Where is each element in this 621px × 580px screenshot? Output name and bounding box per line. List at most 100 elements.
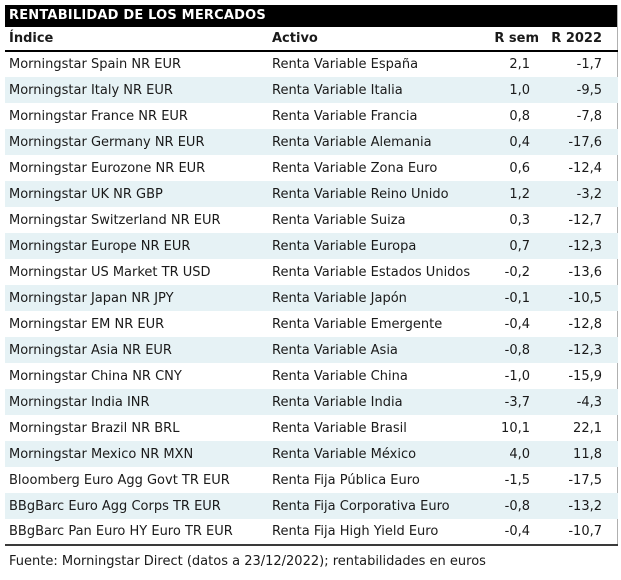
activo-cell: Renta Variable Europa	[272, 238, 417, 254]
table-row: Morningstar India INR Renta Variable Indi…	[5, 389, 618, 415]
r-2022-cell: -4,3	[576, 394, 602, 410]
r-sem-cell: -0,8	[504, 342, 530, 358]
r-2022-cell: 22,1	[573, 420, 602, 436]
activo-cell: Renta Variable Estados Unidos	[272, 264, 471, 280]
r-2022-cell: -10,5	[568, 290, 602, 306]
table-row: Morningstar Eurozone NR EUR Renta Variabl…	[5, 155, 618, 181]
table-row: BBgBarc Pan Euro HY Euro TR EUR Renta Fij…	[5, 519, 618, 545]
activo-cell: Renta Variable Italia	[272, 82, 403, 98]
indice-cell: Morningstar Germany NR EUR	[9, 134, 205, 150]
r-2022-cell: -10,7	[568, 524, 602, 539]
r-sem-cell: 1,2	[509, 186, 530, 202]
indice-cell: Morningstar Europe NR EUR	[9, 238, 191, 254]
activo-cell: Renta Variable Brasil	[272, 420, 407, 436]
activo-cell: Renta Variable India	[272, 394, 403, 410]
table-row: Morningstar Asia NR EUR Renta Variable As…	[5, 337, 618, 363]
table-row: Morningstar China NR CNY Renta Variable C…	[5, 363, 618, 389]
r-sem-cell: 0,6	[509, 160, 530, 176]
r-sem-cell: -0,1	[504, 290, 530, 306]
r-sem-cell: -1,0	[504, 368, 530, 384]
table-row: Morningstar Japan NR JPY Renta Variable J…	[5, 285, 618, 311]
r-2022-cell: -12,7	[568, 212, 602, 228]
indice-cell: Morningstar Brazil NR BRL	[9, 420, 180, 436]
table-row: Morningstar Brazil NR BRL Renta Variable …	[5, 415, 618, 441]
r-sem-cell: -3,7	[504, 394, 530, 410]
r-sem-cell: -0,4	[504, 524, 530, 539]
indice-cell: Morningstar China NR CNY	[9, 368, 182, 384]
header-row: Índice Activo R sem R 2022	[5, 27, 618, 52]
markets-returns-figure: RENTABILIDAD DE LOS MERCADOS Índice Acti…	[5, 5, 618, 569]
activo-cell: Renta Variable Alemania	[272, 134, 432, 150]
r-2022-cell: -7,8	[576, 108, 602, 124]
activo-cell: Renta Variable China	[272, 368, 408, 384]
source-note: Fuente: Morningstar Direct (datos a 23/1…	[9, 554, 486, 569]
indice-cell: BBgBarc Euro Agg Corps TR EUR	[9, 498, 221, 514]
indice-cell: Morningstar Spain NR EUR	[9, 57, 182, 72]
r-2022-cell: -9,5	[576, 82, 602, 98]
indice-cell: BBgBarc Pan Euro HY Euro TR EUR	[9, 524, 233, 539]
indice-cell: Morningstar Eurozone NR EUR	[9, 160, 206, 176]
activo-cell: Renta Variable Asia	[272, 342, 398, 358]
table-row: BBgBarc Euro Agg Corps TR EUR Renta Fija …	[5, 493, 618, 519]
table-header: Índice Activo R sem R 2022	[5, 27, 618, 52]
r-sem-cell: 0,7	[509, 238, 530, 254]
col-header-indice: Índice	[5, 27, 267, 52]
table-row: Morningstar Spain NR EUR Renta Variable E…	[5, 51, 618, 77]
r-sem-cell: 10,1	[501, 420, 530, 436]
r-sem-cell: -0,8	[504, 498, 530, 514]
activo-cell: Renta Variable Suiza	[272, 212, 406, 228]
r-2022-cell: -17,5	[568, 472, 602, 488]
r-sem-cell: 2,1	[509, 57, 530, 72]
indice-cell: Morningstar France NR EUR	[9, 108, 188, 124]
indice-cell: Morningstar Mexico NR MXN	[9, 446, 194, 462]
table-row: Morningstar EM NR EUR Renta Variable Emer…	[5, 311, 618, 337]
r-2022-cell: -12,8	[568, 316, 602, 332]
r-2022-cell: -13,2	[568, 498, 602, 514]
activo-cell: Renta Fija Corporativa Euro	[272, 498, 450, 514]
col-header-r-sem: R sem	[463, 27, 539, 52]
table-row: Morningstar Switzerland NR EUR Renta Vari…	[5, 207, 618, 233]
table-row: Morningstar Germany NR EUR Renta Variable…	[5, 129, 618, 155]
r-2022-cell: -1,7	[576, 57, 602, 72]
r-2022-cell: 11,8	[573, 446, 602, 462]
r-2022-cell: -13,6	[568, 264, 602, 280]
markets-returns-table-zone: RENTABILIDAD DE LOS MERCADOS Índice Acti…	[5, 5, 618, 546]
r-sem-cell: 0,4	[509, 134, 530, 150]
r-2022-cell: -12,4	[568, 160, 602, 176]
r-sem-cell: 0,3	[509, 212, 530, 228]
activo-cell: Renta Variable Reino Unido	[272, 186, 449, 202]
r-sem-cell: -1,5	[504, 472, 530, 488]
indice-cell: Bloomberg Euro Agg Govt TR EUR	[9, 472, 230, 488]
r-sem-cell: -0,4	[504, 316, 530, 332]
indice-cell: Morningstar Japan NR JPY	[9, 290, 174, 306]
r-sem-cell: 0,8	[509, 108, 530, 124]
table-row: Morningstar Mexico NR MXN Renta Variable …	[5, 441, 618, 467]
r-sem-cell: -0,2	[504, 264, 530, 280]
activo-cell: Renta Variable España	[272, 57, 419, 72]
table-row: Morningstar France NR EUR Renta Variable …	[5, 103, 618, 129]
r-2022-cell: -12,3	[568, 238, 602, 254]
col-header-r-2022: R 2022	[539, 27, 618, 52]
activo-cell: Renta Variable México	[272, 446, 417, 462]
figure-title: RENTABILIDAD DE LOS MERCADOS	[5, 5, 617, 27]
activo-cell: Renta Fija Pública Euro	[272, 472, 420, 488]
r-sem-cell: 1,0	[509, 82, 530, 98]
activo-cell: Renta Variable Emergente	[272, 316, 443, 332]
col-header-activo: Activo	[267, 27, 463, 52]
indice-cell: Morningstar US Market TR USD	[9, 264, 211, 280]
table-row: Morningstar US Market TR USD Renta Variab…	[5, 259, 618, 285]
indice-cell: Morningstar UK NR GBP	[9, 186, 163, 202]
activo-cell: Renta Fija High Yield Euro	[272, 524, 439, 539]
activo-cell: Renta Variable Francia	[272, 108, 418, 124]
activo-cell: Renta Variable Zona Euro	[272, 160, 438, 176]
indice-cell: Morningstar India INR	[9, 394, 150, 410]
r-sem-cell: 4,0	[509, 446, 530, 462]
r-2022-cell: -3,2	[576, 186, 602, 202]
table-row: Bloomberg Euro Agg Govt TR EUR Renta Fija…	[5, 467, 618, 493]
r-2022-cell: -15,9	[568, 368, 602, 384]
activo-cell: Renta Variable Japón	[272, 290, 407, 306]
indice-cell: Morningstar Italy NR EUR	[9, 82, 173, 98]
table-row: Morningstar Europe NR EUR Renta Variable …	[5, 233, 618, 259]
indice-cell: Morningstar Switzerland NR EUR	[9, 212, 221, 228]
table-row: Morningstar Italy NR EUR Renta Variable I…	[5, 77, 618, 103]
